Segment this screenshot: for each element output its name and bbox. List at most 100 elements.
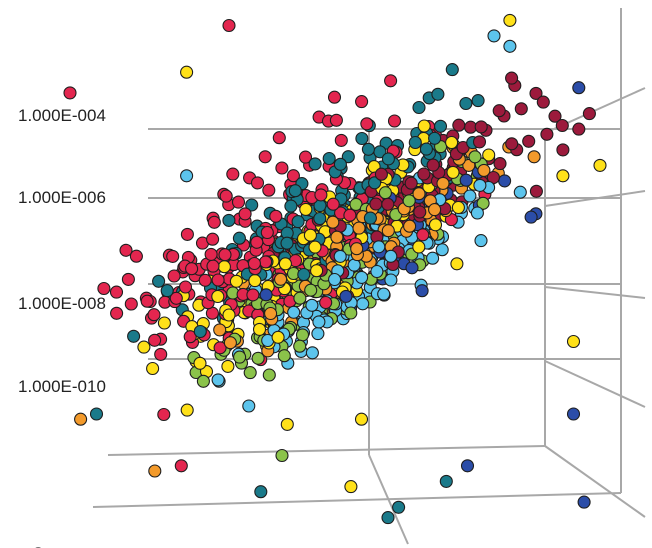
data-point xyxy=(503,13,517,27)
data-point xyxy=(258,150,272,164)
data-point xyxy=(148,464,162,478)
data-point xyxy=(280,417,294,431)
data-point xyxy=(446,165,460,179)
data-point xyxy=(471,94,485,108)
data-point xyxy=(169,291,183,305)
data-point xyxy=(272,131,286,145)
data-point xyxy=(308,240,322,254)
data-point xyxy=(392,500,406,514)
data-point xyxy=(566,334,581,349)
data-point xyxy=(147,308,161,322)
data-point xyxy=(303,228,317,242)
data-point xyxy=(354,412,369,426)
data-point xyxy=(305,346,319,360)
data-point xyxy=(369,197,383,211)
data-point xyxy=(333,157,347,171)
floor-back-edge xyxy=(107,445,546,456)
data-point xyxy=(566,407,581,421)
data-point xyxy=(233,350,247,364)
data-point xyxy=(572,122,586,136)
data-point xyxy=(352,221,366,235)
data-point xyxy=(308,157,322,171)
data-point xyxy=(548,109,562,123)
data-point xyxy=(174,459,188,473)
data-point xyxy=(89,407,104,421)
data-point xyxy=(412,187,426,201)
data-point xyxy=(218,248,232,262)
data-point xyxy=(166,249,180,263)
data-point xyxy=(250,176,265,190)
data-point xyxy=(264,306,278,321)
data-point xyxy=(183,330,197,344)
data-point xyxy=(361,142,375,156)
data-point xyxy=(277,349,291,363)
data-point xyxy=(157,316,171,330)
data-point xyxy=(242,399,256,413)
data-point xyxy=(527,150,541,164)
data-point xyxy=(275,161,289,175)
data-point xyxy=(221,359,235,373)
data-point xyxy=(160,284,174,298)
data-point xyxy=(222,308,236,322)
data-point xyxy=(482,148,496,162)
data-point xyxy=(154,347,168,361)
data-point xyxy=(286,169,300,183)
data-point xyxy=(529,184,543,198)
data-point xyxy=(259,255,273,269)
data-point xyxy=(472,135,487,149)
data-point xyxy=(419,142,433,156)
data-point xyxy=(271,330,285,344)
data-point xyxy=(381,511,395,525)
data-point xyxy=(355,270,369,284)
data-point xyxy=(329,113,343,127)
data-point xyxy=(148,333,162,347)
data-point xyxy=(473,178,487,192)
data-point xyxy=(339,289,353,303)
floor-front-edge xyxy=(92,492,622,508)
z-tick-label: 1.000E-004 xyxy=(18,106,106,125)
data-point xyxy=(287,305,301,319)
data-point xyxy=(555,118,569,133)
data-point xyxy=(157,407,171,422)
data-point xyxy=(408,135,422,150)
data-point xyxy=(343,208,357,222)
data-point xyxy=(278,257,292,271)
data-point xyxy=(405,261,419,275)
data-point xyxy=(417,167,431,181)
data-point xyxy=(206,259,220,273)
floor-depth-edge xyxy=(368,454,409,545)
data-point xyxy=(310,264,324,278)
data-point xyxy=(185,262,199,276)
data-point xyxy=(435,243,449,257)
data-point xyxy=(426,251,440,265)
data-point xyxy=(196,374,210,388)
data-point xyxy=(180,169,194,183)
data-point xyxy=(137,340,151,354)
data-point xyxy=(556,143,570,157)
data-point xyxy=(463,189,477,203)
data-point xyxy=(207,215,221,229)
data-point xyxy=(363,211,377,225)
data-point xyxy=(470,206,484,220)
data-point xyxy=(493,157,507,171)
data-point xyxy=(180,403,194,417)
data-point xyxy=(524,210,538,224)
data-point xyxy=(293,291,307,305)
data-point xyxy=(431,87,445,101)
data-point xyxy=(288,184,302,198)
data-point xyxy=(251,351,265,365)
data-point xyxy=(299,202,313,216)
data-point xyxy=(129,249,143,263)
data-point xyxy=(459,96,473,111)
data-point xyxy=(402,194,416,208)
data-point xyxy=(384,273,398,287)
data-point xyxy=(436,176,450,190)
data-point xyxy=(328,272,342,287)
data-point xyxy=(211,373,225,387)
data-point xyxy=(119,243,133,257)
data-point xyxy=(97,281,111,296)
data-point xyxy=(474,234,488,248)
data-point xyxy=(322,151,336,166)
data-point xyxy=(355,131,369,146)
